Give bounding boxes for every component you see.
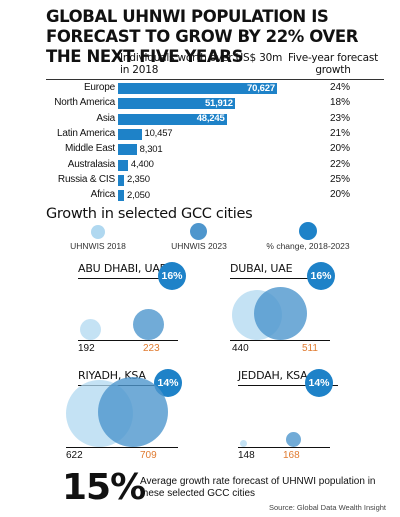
city-dubai: DUBAI, UAE 16% 440 511	[230, 262, 380, 382]
legend-label-2023: UHNWIS 2023	[171, 241, 227, 251]
region-label: Africa	[90, 189, 116, 201]
pct-change-badge: 14%	[154, 369, 182, 397]
value-2023: 168	[283, 450, 300, 461]
city-rule	[238, 385, 338, 386]
gcc-section-title: Growth in selected GCC cities	[46, 206, 253, 222]
city-name: DUBAI, UAE	[230, 262, 293, 275]
source-note: Source: Global Data Wealth Insight	[268, 503, 386, 512]
average-growth-figure: 15%	[62, 467, 146, 508]
bar-value-label: 70,627	[247, 82, 275, 94]
average-growth-caption: Average growth rate forecast of UHNWI po…	[140, 476, 376, 499]
pct-change-badge: 16%	[307, 262, 335, 290]
region-label: Europe	[83, 82, 115, 93]
city-rule	[230, 278, 330, 279]
column-header-right: Five-year forecast growth	[287, 52, 379, 76]
city-riyadh: RIYADH, KSA 14% 622 709	[66, 369, 228, 489]
legend-label-pct: % change, 2018-2023	[266, 241, 350, 251]
growth-value: 23%	[329, 112, 350, 124]
city-name: JEDDAH, KSA	[238, 369, 308, 382]
circle-2023	[286, 432, 301, 447]
growth-value: 25%	[329, 173, 350, 185]
legend-dot-pct	[299, 222, 317, 240]
city-name: ABU DHABI, UAE	[78, 262, 167, 275]
bar	[118, 174, 124, 186]
region-label: Australasia	[67, 158, 115, 170]
bar-value-label: 2,050	[127, 189, 150, 201]
bar-value-label: 48,245	[196, 113, 225, 125]
city-rule	[78, 278, 178, 279]
city-jeddah: JEDDAH, KSA 14% 148 168	[238, 369, 388, 489]
header-rule	[46, 79, 384, 80]
circle-2023	[133, 309, 164, 340]
value-2018: 148	[238, 450, 255, 461]
value-2018: 622	[66, 450, 83, 461]
legend: UHNWIS 2018 UHNWIS 2023 % change, 2018-2…	[60, 222, 390, 252]
column-header-left: Individuals worth over US$ 30m in 2018	[120, 52, 283, 76]
bar	[118, 83, 277, 94]
value-2018: 440	[232, 343, 249, 354]
bar	[118, 144, 137, 156]
bar	[118, 190, 124, 202]
value-2023: 511	[302, 343, 318, 354]
value-2023: 709	[140, 450, 157, 461]
circle-2023	[98, 377, 168, 447]
value-2018: 192	[78, 343, 95, 354]
region-label: Russia & CIS	[57, 173, 115, 185]
chart-title: GLOBAL UHNWI POPULATION IS FORECAST TO G…	[46, 7, 359, 66]
bar	[118, 113, 227, 125]
legend-dot-2023	[190, 223, 207, 240]
bar	[118, 98, 235, 110]
bar-value-label: 10,457	[144, 128, 173, 140]
legend-label-2018: UHNWIS 2018	[70, 241, 126, 251]
pct-change-badge: 14%	[305, 369, 333, 397]
region-label: Asia	[96, 112, 115, 124]
circle-2023	[254, 287, 307, 340]
region-label: North America	[54, 97, 115, 109]
city-axis	[238, 447, 330, 448]
bar	[118, 128, 142, 140]
circle-2018	[80, 319, 101, 340]
city-axis	[230, 340, 330, 341]
city-abu-dhabi: ABU DHABI, UAE 16% 192 223	[78, 262, 228, 382]
city-axis	[78, 340, 178, 341]
growth-value: 21%	[329, 127, 350, 139]
region-label: Middle East	[64, 143, 115, 155]
bar-value-label: 2,350	[127, 174, 150, 186]
bar-value-label: 4,400	[130, 159, 154, 170]
growth-value: 22%	[329, 158, 350, 170]
city-axis	[66, 447, 178, 448]
growth-value: 18%	[329, 97, 350, 109]
region-label: Latin America	[57, 127, 115, 139]
bar-value-label: 51,912	[204, 97, 233, 109]
bar	[118, 159, 128, 171]
circle-2018	[240, 440, 247, 447]
growth-value: 20%	[329, 189, 350, 201]
value-2023: 223	[143, 343, 160, 354]
growth-value: 24%	[329, 82, 350, 93]
legend-dot-2018	[91, 225, 105, 239]
pct-change-badge: 16%	[158, 262, 186, 290]
bar-value-label: 8,301	[139, 143, 163, 155]
growth-value: 20%	[329, 143, 350, 155]
